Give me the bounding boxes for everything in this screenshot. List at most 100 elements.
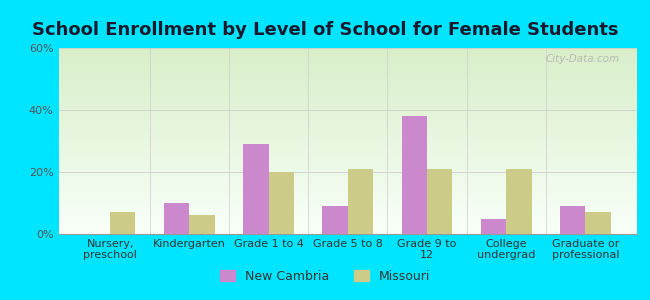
Bar (58, 188, 637, 189)
Bar (58, 145, 637, 146)
Bar (58, 96, 637, 97)
Bar (58, 156, 637, 157)
Bar (58, 158, 637, 159)
Bar (58, 112, 637, 113)
Bar (58, 166, 637, 167)
Bar (58, 88, 637, 89)
Bar (58, 224, 637, 225)
Bar (58, 208, 637, 209)
Bar (402, 116, 427, 234)
Bar (58, 122, 637, 123)
Bar (58, 228, 637, 229)
Bar (58, 75, 637, 76)
Bar (58, 59, 637, 60)
Bar (58, 223, 637, 224)
Bar (58, 182, 637, 183)
Bar (58, 146, 637, 147)
Bar (58, 58, 637, 59)
Bar (58, 189, 637, 190)
Bar (58, 175, 637, 176)
Bar (58, 162, 637, 163)
Bar (58, 199, 637, 200)
Bar (58, 99, 637, 100)
Bar (58, 176, 637, 177)
Bar (58, 149, 637, 150)
Bar (58, 55, 637, 56)
Bar (58, 104, 637, 105)
Bar (58, 204, 637, 205)
Bar (58, 62, 637, 63)
Bar (58, 136, 637, 137)
Bar (58, 157, 637, 158)
Bar (58, 218, 637, 219)
Bar (58, 164, 637, 165)
Bar (58, 70, 637, 71)
Bar (58, 82, 637, 83)
Bar (58, 232, 637, 233)
Bar (58, 160, 637, 161)
Bar (58, 231, 637, 232)
Bar (58, 196, 637, 197)
Bar (58, 134, 637, 135)
Bar (58, 66, 637, 67)
Bar (58, 82, 637, 83)
Bar (58, 83, 637, 84)
Bar (58, 98, 637, 99)
Bar (58, 50, 637, 51)
Bar (58, 69, 637, 70)
Bar (58, 63, 637, 64)
Bar (58, 105, 637, 106)
Bar (58, 101, 637, 102)
Bar (58, 178, 637, 179)
Bar (58, 165, 637, 166)
Bar (58, 60, 637, 61)
Bar (58, 233, 637, 234)
Bar (58, 147, 637, 148)
Bar (58, 93, 637, 94)
Bar (58, 107, 637, 108)
Bar (58, 187, 637, 188)
Bar (58, 68, 637, 69)
Bar (58, 124, 637, 125)
Bar (58, 177, 637, 178)
Bar (58, 140, 637, 141)
Bar (58, 89, 637, 90)
Bar (58, 220, 637, 221)
Bar (58, 48, 637, 49)
Bar (58, 90, 637, 91)
Bar (58, 184, 637, 185)
Bar (58, 193, 637, 194)
Bar (58, 49, 637, 50)
Bar (58, 56, 637, 57)
Bar (58, 171, 637, 172)
Bar (58, 190, 637, 191)
Bar (58, 200, 637, 202)
Bar (58, 211, 637, 212)
Bar (58, 148, 637, 149)
Bar (58, 229, 637, 230)
Bar (58, 71, 637, 72)
Bar (58, 53, 637, 54)
Bar (58, 194, 637, 195)
Bar (58, 133, 637, 134)
Bar (560, 206, 586, 234)
Bar (58, 151, 637, 152)
Bar (58, 167, 637, 168)
Bar (243, 144, 268, 234)
Bar (58, 214, 637, 215)
Bar (58, 192, 637, 193)
Bar (58, 168, 637, 169)
Bar (58, 106, 637, 107)
Bar (58, 219, 637, 220)
Bar (58, 54, 637, 55)
Bar (189, 215, 214, 234)
Bar (58, 152, 637, 153)
Bar (427, 169, 452, 234)
Text: School Enrollment by Level of School for Female Students: School Enrollment by Level of School for… (32, 21, 618, 39)
Bar (58, 76, 637, 77)
Bar (58, 227, 637, 228)
Bar (58, 129, 637, 130)
Bar (268, 172, 294, 234)
Bar (58, 226, 637, 227)
Bar (58, 137, 637, 138)
